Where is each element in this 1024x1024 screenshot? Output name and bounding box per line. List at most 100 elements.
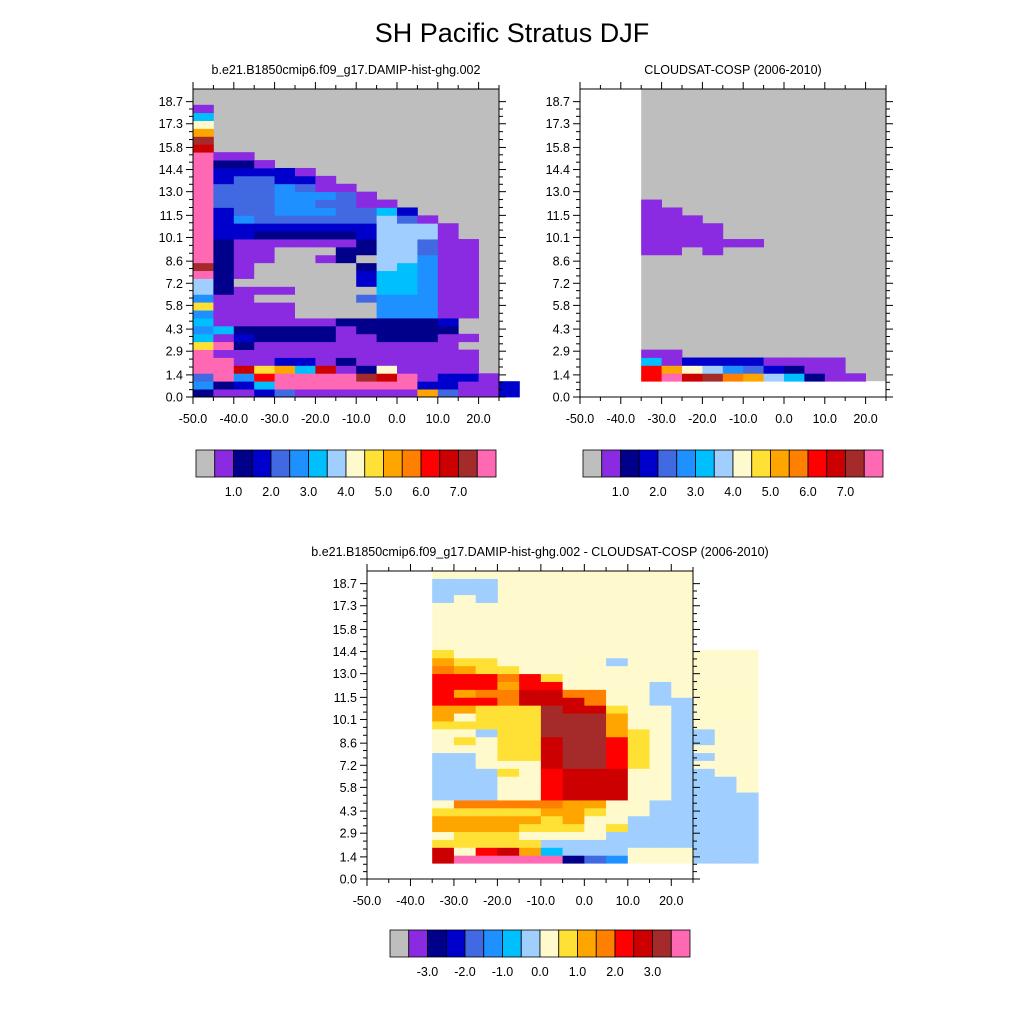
heatmap-cell bbox=[458, 310, 479, 319]
y-tick-label: 14.4 bbox=[159, 163, 183, 177]
heatmap-cell bbox=[274, 183, 296, 193]
heatmap-cell bbox=[627, 760, 650, 769]
y-tick-label: 17.3 bbox=[159, 117, 183, 131]
colorbar-swatch bbox=[695, 449, 715, 478]
heatmap-cell bbox=[562, 855, 585, 864]
heatmap-cell bbox=[233, 254, 255, 264]
heatmap-cell bbox=[702, 373, 724, 382]
heatmap-cell bbox=[693, 744, 716, 754]
colorbar-swatch bbox=[195, 449, 216, 478]
heatmap-cell bbox=[295, 262, 316, 272]
heatmap-cell bbox=[627, 855, 650, 864]
heatmap-cell bbox=[437, 373, 459, 382]
heatmap-cell bbox=[661, 349, 683, 358]
heatmap-cell bbox=[335, 286, 357, 295]
colorbar-swatch bbox=[582, 449, 603, 478]
heatmap-cell bbox=[649, 807, 672, 817]
heatmap-cell bbox=[736, 792, 759, 801]
heatmap-cell bbox=[458, 286, 479, 295]
x-tick-label: -40.0 bbox=[396, 894, 425, 908]
heatmap-cell bbox=[714, 728, 737, 738]
heatmap-cell bbox=[397, 246, 418, 256]
heatmap-cell bbox=[453, 784, 477, 793]
heatmap-cell bbox=[193, 254, 214, 264]
heatmap-cell bbox=[274, 167, 296, 177]
panel-title: b.e21.B1850cmip6.f09_g17.DAMIP-hist-ghg.… bbox=[311, 545, 768, 559]
heatmap-cell bbox=[671, 705, 694, 714]
heatmap-cell bbox=[193, 199, 214, 208]
heatmap-cell bbox=[356, 333, 377, 343]
heatmap-cell bbox=[453, 736, 477, 746]
heatmap-cell bbox=[356, 278, 377, 287]
heatmap-cell bbox=[584, 697, 607, 706]
heatmap-cell bbox=[475, 649, 498, 659]
heatmap-cell bbox=[213, 341, 235, 351]
heatmap-cell bbox=[295, 254, 316, 264]
heatmap-cell bbox=[233, 183, 255, 193]
heatmap-cell bbox=[824, 357, 846, 366]
colorbar-swatch bbox=[383, 449, 403, 478]
heatmap-cell bbox=[649, 784, 672, 793]
heatmap-cell bbox=[432, 847, 455, 856]
heatmap-cell bbox=[475, 839, 498, 848]
heatmap-cell bbox=[458, 262, 479, 272]
colorbar-label: 2.0 bbox=[649, 485, 666, 499]
heatmap-cell bbox=[453, 578, 477, 588]
heatmap-cell bbox=[671, 847, 694, 856]
heatmap-cell bbox=[417, 254, 439, 264]
heatmap-cell bbox=[432, 657, 455, 667]
heatmap-cell bbox=[562, 713, 585, 722]
heatmap-cell bbox=[661, 373, 683, 382]
heatmap-cell bbox=[627, 728, 650, 738]
heatmap-cell bbox=[540, 697, 563, 706]
heatmap-cell bbox=[478, 373, 500, 382]
heatmap-cell bbox=[254, 207, 275, 216]
heatmap-cell bbox=[254, 333, 275, 343]
heatmap-cell bbox=[417, 270, 439, 279]
heatmap-cell bbox=[233, 270, 255, 279]
heatmap-cell bbox=[714, 657, 737, 667]
heatmap-cell bbox=[397, 333, 418, 343]
heatmap-cell bbox=[714, 792, 737, 801]
heatmap-cell bbox=[417, 373, 439, 382]
heatmap-cell bbox=[736, 768, 759, 777]
y-tick-label: 8.6 bbox=[166, 255, 183, 269]
heatmap-cell bbox=[432, 728, 455, 738]
panel-title: CLOUDSAT-COSP (2006-2010) bbox=[644, 63, 821, 77]
heatmap-cell bbox=[702, 357, 724, 366]
heatmap-cell bbox=[722, 239, 744, 248]
heatmap-cell bbox=[693, 728, 716, 738]
heatmap-cell bbox=[274, 294, 296, 303]
heatmap-cell bbox=[335, 341, 357, 351]
heatmap-cell bbox=[627, 713, 650, 722]
heatmap-cell bbox=[233, 373, 255, 382]
heatmap-cell bbox=[397, 231, 418, 240]
x-tick-label: -50.0 bbox=[179, 412, 208, 426]
y-tick-label: 15.8 bbox=[333, 623, 357, 637]
heatmap-cell bbox=[453, 697, 477, 706]
heatmap-cell bbox=[519, 847, 542, 856]
heatmap-cell bbox=[540, 713, 563, 722]
heatmap-cell bbox=[693, 752, 716, 761]
x-tick-label: 10.0 bbox=[813, 412, 837, 426]
heatmap-cell bbox=[641, 231, 662, 240]
heatmap-cell bbox=[606, 697, 629, 706]
heatmap-cell bbox=[335, 349, 357, 358]
y-tick-label: 15.8 bbox=[546, 141, 570, 155]
heatmap-cell bbox=[397, 310, 418, 319]
heatmap-cell bbox=[397, 262, 418, 272]
heatmap-cell bbox=[315, 175, 337, 185]
heatmap-cell bbox=[584, 839, 607, 848]
colorbar-swatch bbox=[270, 449, 291, 478]
heatmap-cell bbox=[417, 231, 439, 240]
heatmap-cell bbox=[693, 776, 716, 785]
heatmap-cell bbox=[254, 381, 275, 390]
heatmap-cell bbox=[397, 357, 418, 366]
heatmap-cell bbox=[627, 744, 650, 754]
colorbar-label: -2.0 bbox=[454, 965, 476, 979]
heatmap-cell bbox=[356, 231, 377, 240]
heatmap-cell bbox=[274, 357, 296, 366]
heatmap-cell bbox=[824, 373, 846, 382]
y-tick-label: 0.0 bbox=[553, 391, 570, 405]
colorbar-swatch bbox=[408, 929, 428, 958]
